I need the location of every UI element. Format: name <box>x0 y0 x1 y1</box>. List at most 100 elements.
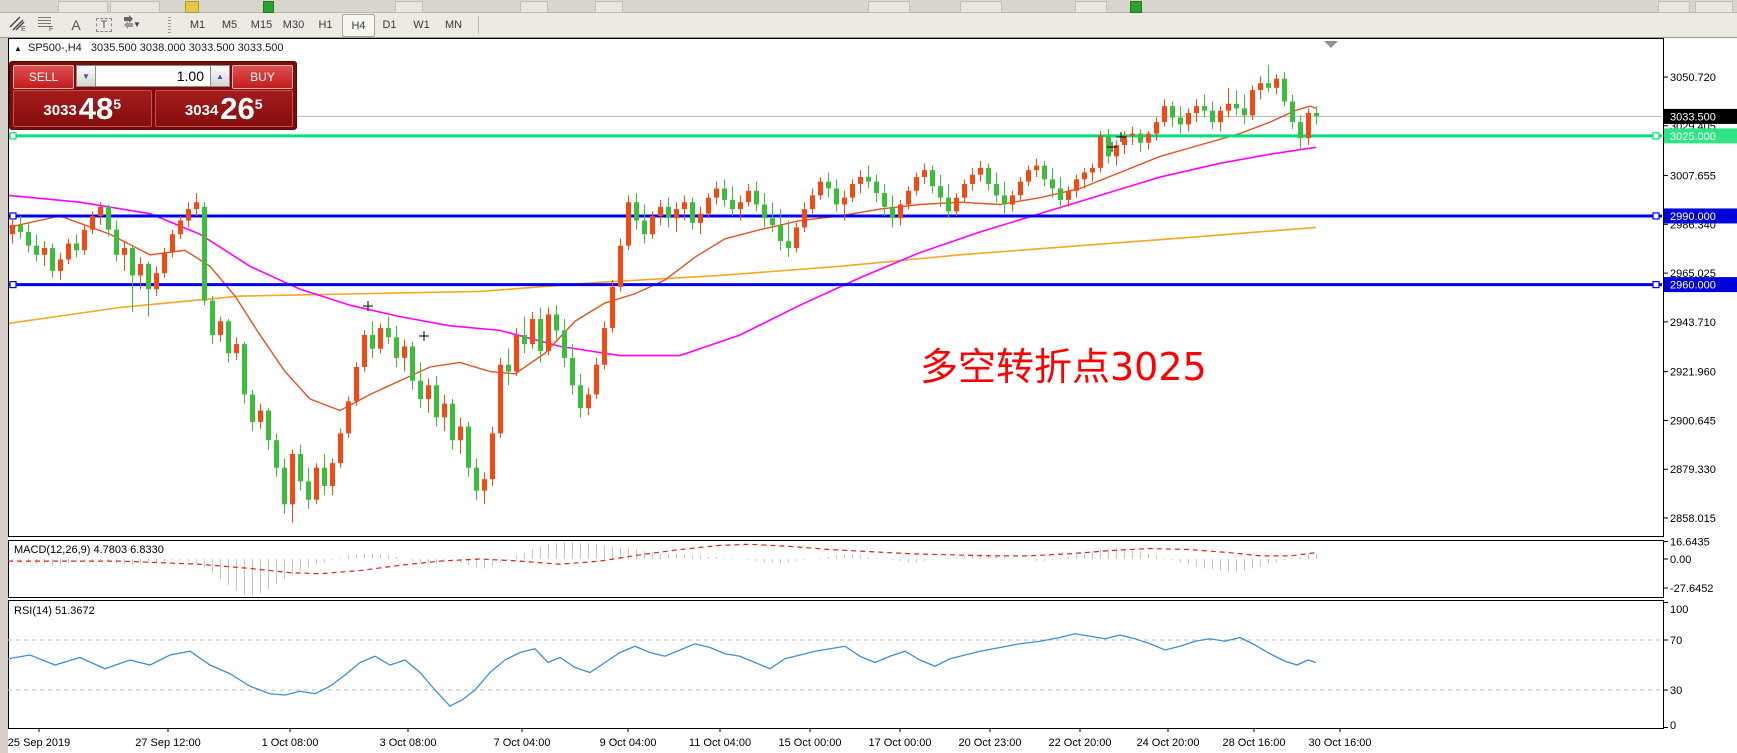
collapse-triangle-icon[interactable]: ▲ <box>14 44 22 53</box>
chevron-down-icon: ▼ <box>82 71 90 81</box>
svg-text:3025.000: 3025.000 <box>1670 131 1716 143</box>
price-line-label: 3025.000 <box>1664 128 1737 144</box>
chart-background <box>0 37 1737 753</box>
toolbar-drag-handle[interactable] <box>168 17 171 33</box>
volume-stepper: ▼ ▲ <box>76 65 230 87</box>
macd-label: MACD(12,26,9) 4.7803 6.8330 <box>14 544 164 556</box>
label-icon[interactable]: T <box>92 14 116 35</box>
clipped-yellow-icon <box>185 1 199 13</box>
timeframe-button-d1[interactable]: D1 <box>382 18 397 31</box>
clipped-button <box>395 1 423 13</box>
line-handle[interactable] <box>1652 212 1660 220</box>
line-handle[interactable] <box>1652 132 1660 140</box>
horizontal-line-2960[interactable] <box>8 281 1663 289</box>
cursor-plus-marks <box>363 132 1126 341</box>
buy-button[interactable]: BUY <box>232 65 293 89</box>
symbol-ohlc: 3035.500 3038.000 3033.500 3033.500 <box>90 42 284 54</box>
timeframe-button-m1[interactable]: M1 <box>189 18 206 31</box>
horizontal-line-3025[interactable] <box>8 132 1663 140</box>
sell-button[interactable]: SELL <box>13 65 74 89</box>
rsi-panel: RSI(14) 51.3672 100 70 30 0 <box>7 602 1688 732</box>
volume-input[interactable] <box>96 65 210 87</box>
timeframe-button-w1[interactable]: W1 <box>413 18 430 31</box>
svg-text:3050.720: 3050.720 <box>1670 72 1716 84</box>
svg-text:3 Oct 08:00: 3 Oct 08:00 <box>380 737 437 749</box>
toolbar-separator <box>478 16 479 34</box>
price-panel <box>9 105 1662 412</box>
svg-text:100: 100 <box>1670 604 1688 616</box>
one-click-trading-panel: SELL ▼ ▲ BUY 3033 48 5 3034 26 5 <box>9 61 297 130</box>
svg-text:E: E <box>21 26 26 32</box>
sell-price-display[interactable]: 3033 48 5 <box>13 90 152 127</box>
clipped-button <box>868 1 910 13</box>
svg-text:-27.6452: -27.6452 <box>1670 583 1713 595</box>
timeframe-button-h4[interactable]: H4 <box>342 14 375 37</box>
clipped-button <box>1658 1 1690 13</box>
date-axis: 25 Sep 2019 27 Sep 12:00 1 Oct 08:00 3 Oct … <box>8 728 1372 749</box>
clipped-green-icon <box>1130 1 1142 13</box>
timeframe-button-h1[interactable]: H1 <box>318 18 333 31</box>
svg-text:0: 0 <box>1670 720 1676 732</box>
timeframe-button-m5[interactable]: M5 <box>221 18 238 31</box>
svg-text:30: 30 <box>1670 685 1682 697</box>
line-handle[interactable] <box>9 212 17 220</box>
macd-panel: MACD(12,26,9) 4.7803 6.8330 16.6435 0.00 -2… <box>8 537 1713 596</box>
buy-price-display[interactable]: 3034 26 5 <box>154 90 293 127</box>
clipped-button <box>520 1 548 13</box>
current-price-label: 3033.500 <box>1664 108 1737 124</box>
svg-text:28 Oct 16:00: 28 Oct 16:00 <box>1223 737 1286 749</box>
clipped-button <box>1695 1 1733 13</box>
svg-text:11 Oct 04:00: 11 Oct 04:00 <box>689 737 751 749</box>
svg-text:1 Oct 08:00: 1 Oct 08:00 <box>262 737 319 749</box>
ma-slow-line <box>9 226 1317 325</box>
volume-decrease-button[interactable]: ▼ <box>76 65 96 87</box>
line-handle[interactable] <box>1652 281 1660 289</box>
svg-text:16.6435: 16.6435 <box>1670 537 1710 549</box>
price-line-label: 2990.000 <box>1664 208 1737 224</box>
equidistant-channel-icon[interactable]: E <box>8 14 32 35</box>
svg-text:2921.960: 2921.960 <box>1670 367 1716 379</box>
svg-text:70: 70 <box>1670 635 1682 647</box>
horizontal-line-2990[interactable] <box>8 212 1663 220</box>
svg-text:0.00: 0.00 <box>1670 554 1691 566</box>
svg-text:17 Oct 00:00: 17 Oct 00:00 <box>869 737 932 749</box>
svg-text:2943.710: 2943.710 <box>1670 317 1716 329</box>
clipped-green-icon <box>263 1 274 13</box>
line-handle[interactable] <box>9 281 17 289</box>
svg-text:2960.000: 2960.000 <box>1670 280 1716 292</box>
chart-annotation-text: 多空转折点3025 <box>920 345 1207 389</box>
svg-text:25 Sep 2019: 25 Sep 2019 <box>8 737 70 749</box>
volume-increase-button[interactable]: ▲ <box>210 65 230 87</box>
clipped-button <box>58 1 108 13</box>
clipped-toolbar-row <box>0 0 1737 13</box>
timeframe-button-mn[interactable]: MN <box>444 18 463 31</box>
chevron-up-icon: ▲ <box>216 71 224 81</box>
arrows-icon[interactable]: ▼ <box>120 14 154 35</box>
line-handle[interactable] <box>9 132 17 140</box>
ma-mid-line <box>9 146 1317 357</box>
svg-text:2990.000: 2990.000 <box>1670 211 1716 223</box>
timeframe-button-m15[interactable]: M15 <box>250 18 273 31</box>
svg-text:2900.645: 2900.645 <box>1670 415 1716 427</box>
clipped-button <box>110 1 160 13</box>
text-icon[interactable]: A <box>71 16 81 33</box>
svg-text:2858.015: 2858.015 <box>1670 513 1716 525</box>
clipped-button <box>960 1 1002 13</box>
svg-text:22 Oct 20:00: 22 Oct 20:00 <box>1049 737 1112 749</box>
svg-text:30 Oct 16:00: 30 Oct 16:00 <box>1309 737 1372 749</box>
svg-text:24 Oct 20:00: 24 Oct 20:00 <box>1137 737 1200 749</box>
svg-text:F: F <box>49 26 53 32</box>
fibonacci-icon[interactable]: F <box>36 14 60 35</box>
scroll-to-end-marker[interactable] <box>1324 41 1338 48</box>
rsi-label: RSI(14) 51.3672 <box>14 605 95 617</box>
timeframe-button-m30[interactable]: M30 <box>282 18 305 31</box>
rsi-line <box>7 633 1317 708</box>
svg-text:9 Oct 04:00: 9 Oct 04:00 <box>600 737 657 749</box>
svg-text:15 Oct 00:00: 15 Oct 00:00 <box>779 737 842 749</box>
clipped-button <box>1075 1 1107 13</box>
svg-text:2879.330: 2879.330 <box>1670 464 1716 476</box>
svg-text:20 Oct 23:00: 20 Oct 23:00 <box>959 737 1022 749</box>
svg-text:7 Oct 04:00: 7 Oct 04:00 <box>494 737 551 749</box>
clipped-button <box>595 1 623 13</box>
